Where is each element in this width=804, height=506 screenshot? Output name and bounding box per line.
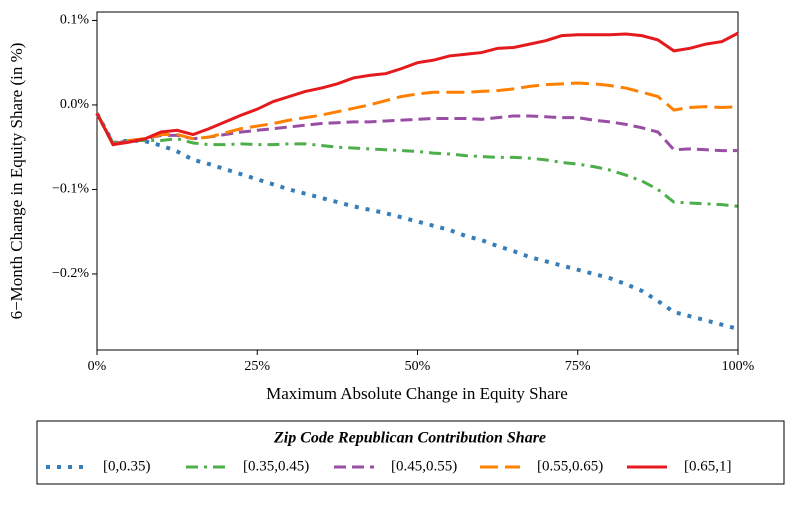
y-tick-label: 0.1% <box>60 13 90 28</box>
x-tick-label: 100% <box>722 359 755 374</box>
line-series <box>95 81 739 147</box>
legend-label: [0.45,0.55) <box>391 458 457 474</box>
legend-title: Zip Code Republican Contribution Share <box>273 430 546 447</box>
legend-box <box>36 420 785 485</box>
x-axis-label: Maximum Absolute Change in Equity Share <box>266 384 568 403</box>
y-tick-label: 0.0% <box>60 97 90 112</box>
legend-label: [0.65,1] <box>684 458 732 474</box>
line-series <box>95 112 738 153</box>
x-tick-label: 0% <box>88 359 107 374</box>
y-tick-label: −0.1% <box>52 182 89 197</box>
x-tick-label: 50% <box>405 359 431 374</box>
y-tick-label: −0.2% <box>52 266 89 281</box>
y-axis-label: 6−Month Change in Equity Share (in %) <box>7 43 26 320</box>
x-tick-label: 75% <box>565 359 591 374</box>
x-tick-label: 25% <box>244 359 270 374</box>
line-series <box>95 31 739 147</box>
legend-label: [0.35,0.45) <box>243 458 309 474</box>
line-series <box>95 112 739 331</box>
legend-label: [0.55,0.65) <box>537 458 603 474</box>
legend-label: [0,0.35) <box>103 458 151 474</box>
